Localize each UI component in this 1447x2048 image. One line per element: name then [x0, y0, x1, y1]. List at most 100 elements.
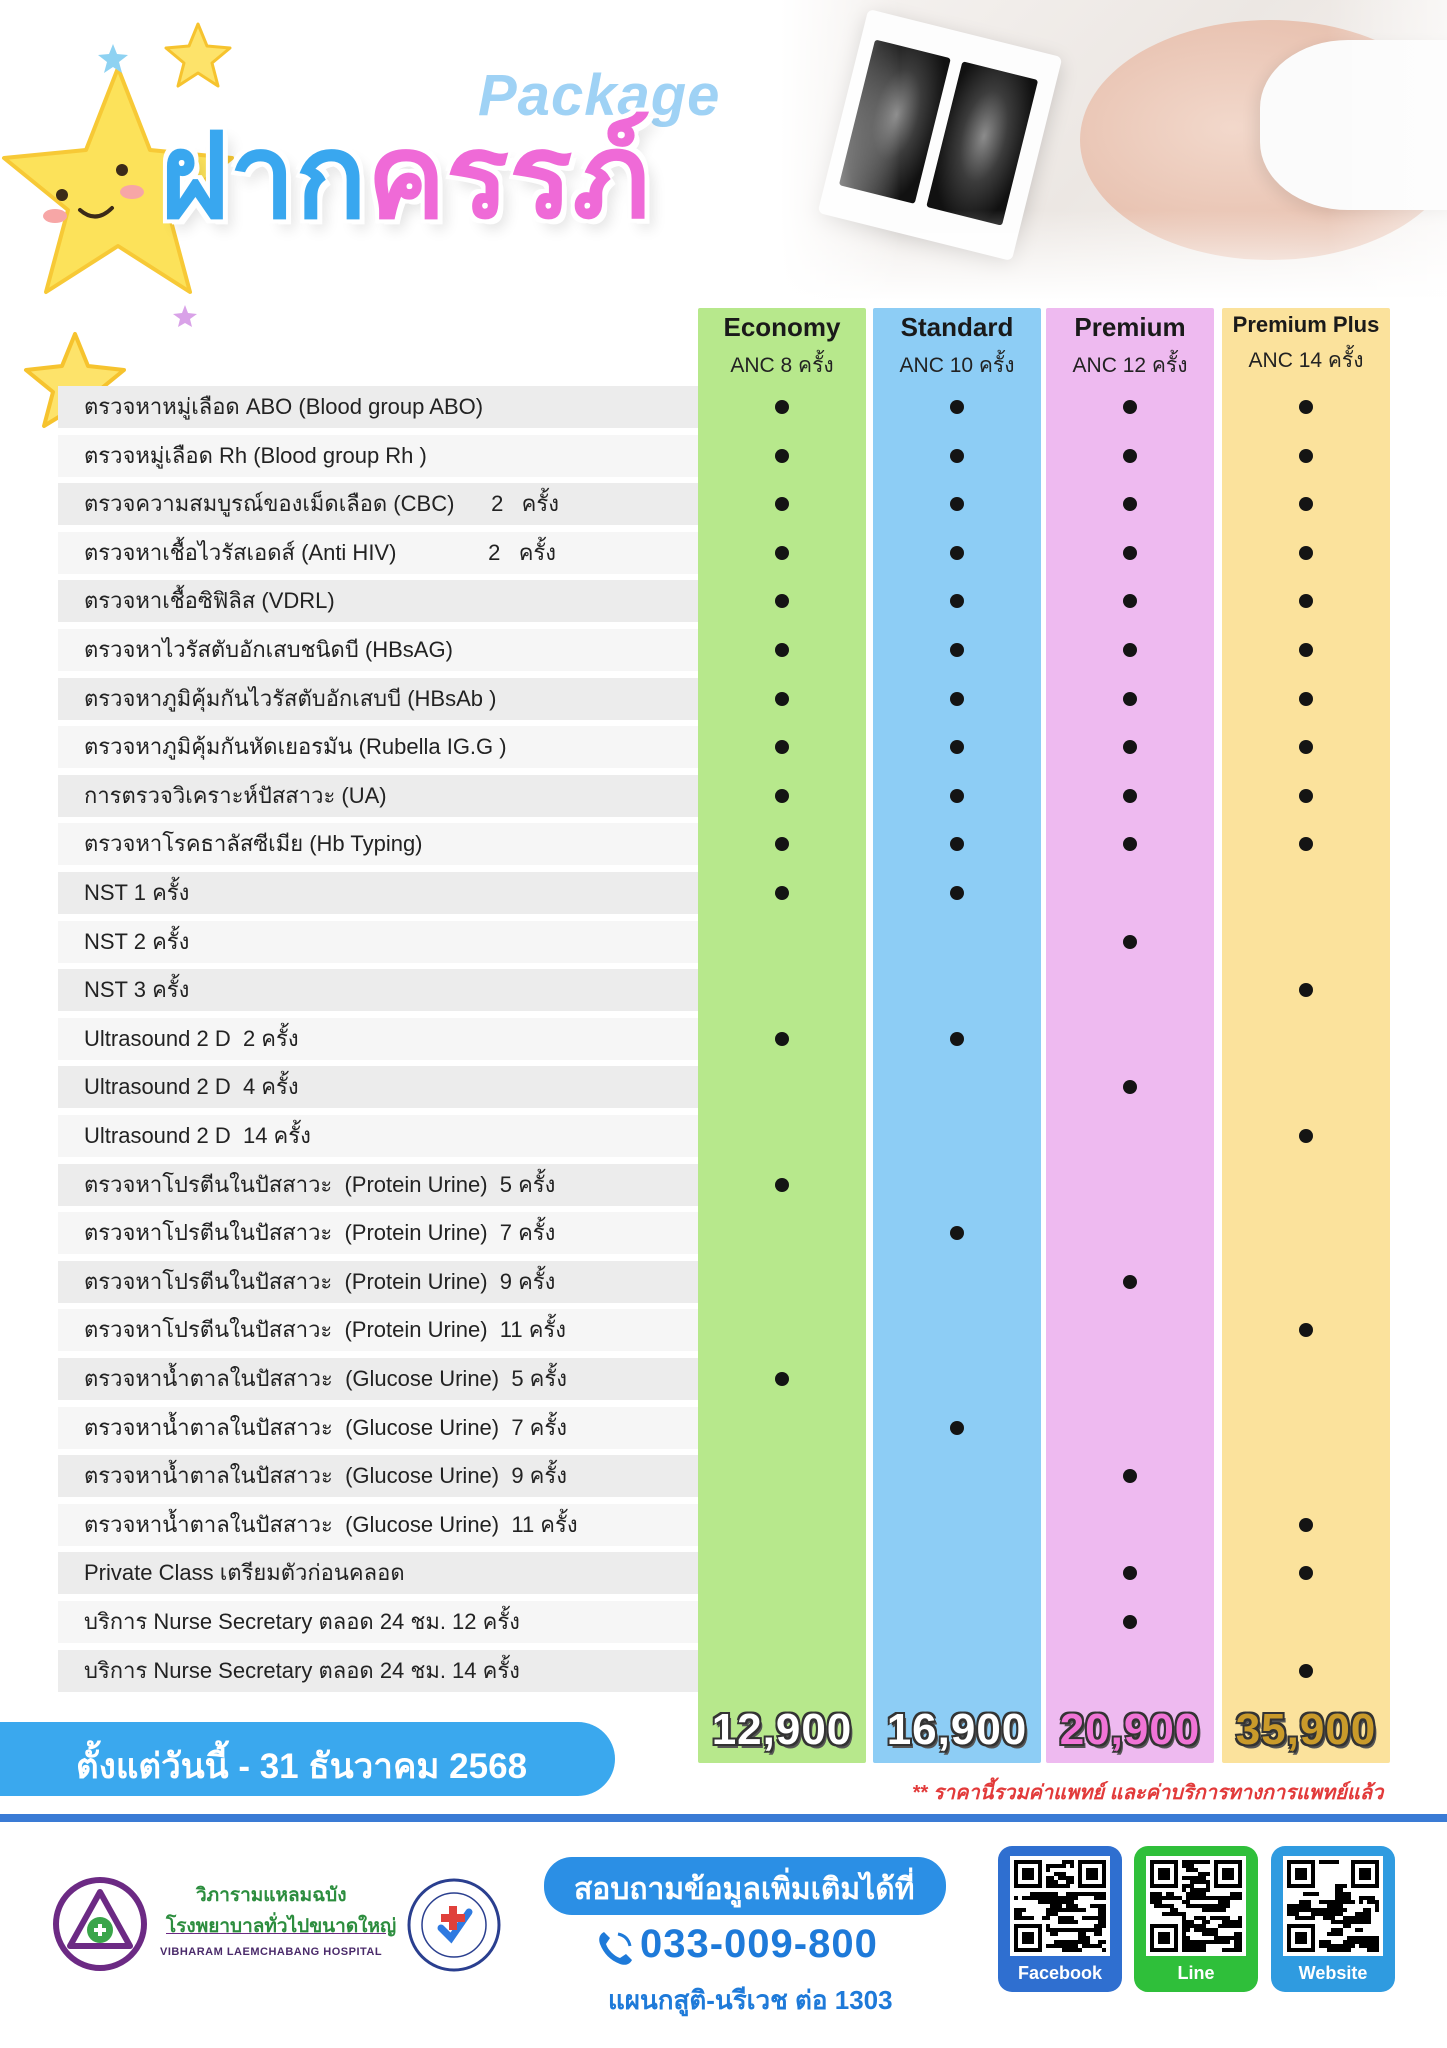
package-anc-visits: ANC 14 ครั้ง [1248, 349, 1364, 372]
table-row-label: ตรวจหาน้ำตาลในปัสสาวะ (Glucose Urine) 9 … [84, 1463, 567, 1489]
included-dot-icon [950, 545, 964, 560]
package-column-4 [1222, 308, 1390, 1763]
included-dot-icon [950, 497, 964, 512]
table-row-label: ตรวจหาน้ำตาลในปัสสาวะ (Glucose Urine) 5 … [84, 1366, 567, 1391]
included-dot-icon [950, 788, 964, 803]
included-dot-icon [1299, 788, 1313, 803]
table-row-label: Ultrasound 2 D 4 ครั้ง [84, 1074, 299, 1100]
table-row-background [58, 1163, 698, 1206]
table-row-label: ตรวจหาภูมิคุ้มกันหัดเยอรมัน (Rubella IG.… [84, 734, 507, 760]
qr-card-facebook[interactable]: Facebook [998, 1846, 1122, 1992]
included-dot-icon [1123, 1469, 1137, 1484]
included-dot-icon [950, 1031, 964, 1046]
table-row-background [58, 1406, 698, 1449]
sparkle-star-icon [173, 305, 197, 327]
price-note: ** ราคานี้รวมค่าแพทย์ และค่าบริการทางการ… [912, 1782, 1384, 1804]
included-dot-icon [950, 1420, 964, 1435]
included-dot-icon [1299, 400, 1313, 414]
table-row-background [58, 969, 698, 1012]
package-header: Standard ANC 10 ครั้ง [873, 312, 1041, 382]
package-price: 12,900 [711, 1705, 853, 1754]
table-row-background [58, 1503, 698, 1546]
included-dot-icon [1123, 400, 1137, 414]
table-row-label: ตรวจหาเชื้อซิฟิลิส (VDRL) [84, 588, 335, 614]
phone-number[interactable]: 033-009-800 [640, 1922, 878, 1966]
included-dot-icon [1123, 691, 1137, 706]
included-dot-icon [950, 594, 964, 609]
qr-code-icon [1283, 1856, 1383, 1956]
phone-icon [599, 1932, 632, 1965]
included-dot-icon [775, 594, 789, 609]
promo-banner [0, 1722, 615, 1796]
package-price: 35,900 [1235, 1705, 1377, 1754]
package-price: 20,900 [1059, 1705, 1201, 1754]
table-row-label: บริการ Nurse Secretary ตลอด 24 ชม. 14 คร… [84, 1657, 520, 1683]
included-dot-icon [1299, 691, 1313, 706]
footer-divider [0, 1814, 1447, 1822]
included-dot-icon [1123, 594, 1137, 609]
table-row-background [58, 1552, 698, 1595]
accreditation-seal-icon [407, 1878, 501, 1972]
qr-card-website[interactable]: Website [1271, 1846, 1395, 1992]
included-dot-icon [950, 643, 964, 657]
included-dot-icon [775, 740, 789, 755]
table-row-background [58, 1309, 698, 1352]
included-dot-icon [775, 1031, 789, 1046]
table-row-label: ตรวจหาโปรตีนในปัสสาวะ (Protein Urine) 7 … [84, 1220, 556, 1246]
included-dot-icon [1299, 1663, 1313, 1678]
package-name: Premium Plus [1232, 312, 1380, 337]
table-row-background [58, 1358, 698, 1400]
included-dot-icon [1299, 594, 1313, 609]
table-row-background [58, 386, 698, 428]
table-row-background [58, 580, 698, 623]
table-row-label: Private Class เตรียมตัวก่อนคลอด [84, 1560, 405, 1586]
table-row-label: การตรวจวิเคราะห์ปัสสาวะ (UA) [84, 782, 387, 808]
hospital-name-english: VIBHARAM LAEMCHABANG HOSPITAL [160, 1946, 383, 1958]
package-name: Economy [723, 312, 841, 342]
promo-period: ตั้งแต่วันนี้ - 31 ธันวาคม 2568 [76, 1747, 528, 1786]
pregnancy-photo [780, 0, 1447, 300]
table-row-label: ตรวจหาเชื้อไวรัสเอดส์ (Anti HIV) 2 ครั้ง [84, 539, 556, 565]
included-dot-icon [1299, 837, 1313, 852]
package-name: Premium [1074, 312, 1186, 342]
package-label: Package [478, 63, 721, 128]
package-header: Premium ANC 12 ครั้ง [1046, 312, 1214, 382]
included-dot-icon [1123, 740, 1137, 755]
table-row-label: NST 1 ครั้ง [84, 880, 190, 905]
included-dot-icon [1299, 448, 1313, 463]
included-dot-icon [1123, 448, 1137, 463]
included-dot-icon [1299, 1129, 1313, 1143]
included-dot-icon [775, 545, 789, 560]
table-row-background [58, 1260, 698, 1303]
table-row-background [58, 1601, 698, 1643]
table-row-label: ตรวจหาโปรตีนในปัสสาวะ (Protein Urine) 9 … [84, 1268, 556, 1294]
table-row-background [58, 774, 698, 817]
included-dot-icon [1123, 497, 1137, 512]
included-dot-icon [775, 643, 789, 657]
page-title-part2: ครรภ์ [366, 111, 651, 243]
included-dot-icon [775, 497, 789, 512]
page-title: ฝากครรภ์ [160, 118, 650, 236]
table-row-background [58, 629, 698, 671]
included-dot-icon [775, 400, 789, 414]
package-column-3 [1046, 308, 1214, 1763]
table-row-label: ตรวจหมู่เลือด Rh (Blood group Rh ) [84, 442, 427, 468]
included-dot-icon [775, 837, 789, 852]
included-dot-icon [1299, 497, 1313, 512]
qr-card-line[interactable]: Line [1134, 1846, 1258, 1992]
included-dot-icon [950, 448, 964, 463]
included-dot-icon [1123, 545, 1137, 560]
table-row-background [58, 1017, 698, 1060]
table-row-background [58, 1649, 698, 1692]
included-dot-icon [775, 448, 789, 463]
included-dot-icon [1123, 1566, 1137, 1581]
table-row-background [58, 677, 698, 720]
included-dot-icon [1123, 643, 1137, 657]
included-dot-icon [1123, 934, 1137, 949]
table-row-background [58, 872, 698, 914]
included-dot-icon [950, 837, 964, 852]
included-dot-icon [1123, 1615, 1137, 1629]
included-dot-icon [1123, 788, 1137, 803]
table-row-background [58, 434, 698, 477]
qr-label: Website [1298, 1963, 1368, 1983]
